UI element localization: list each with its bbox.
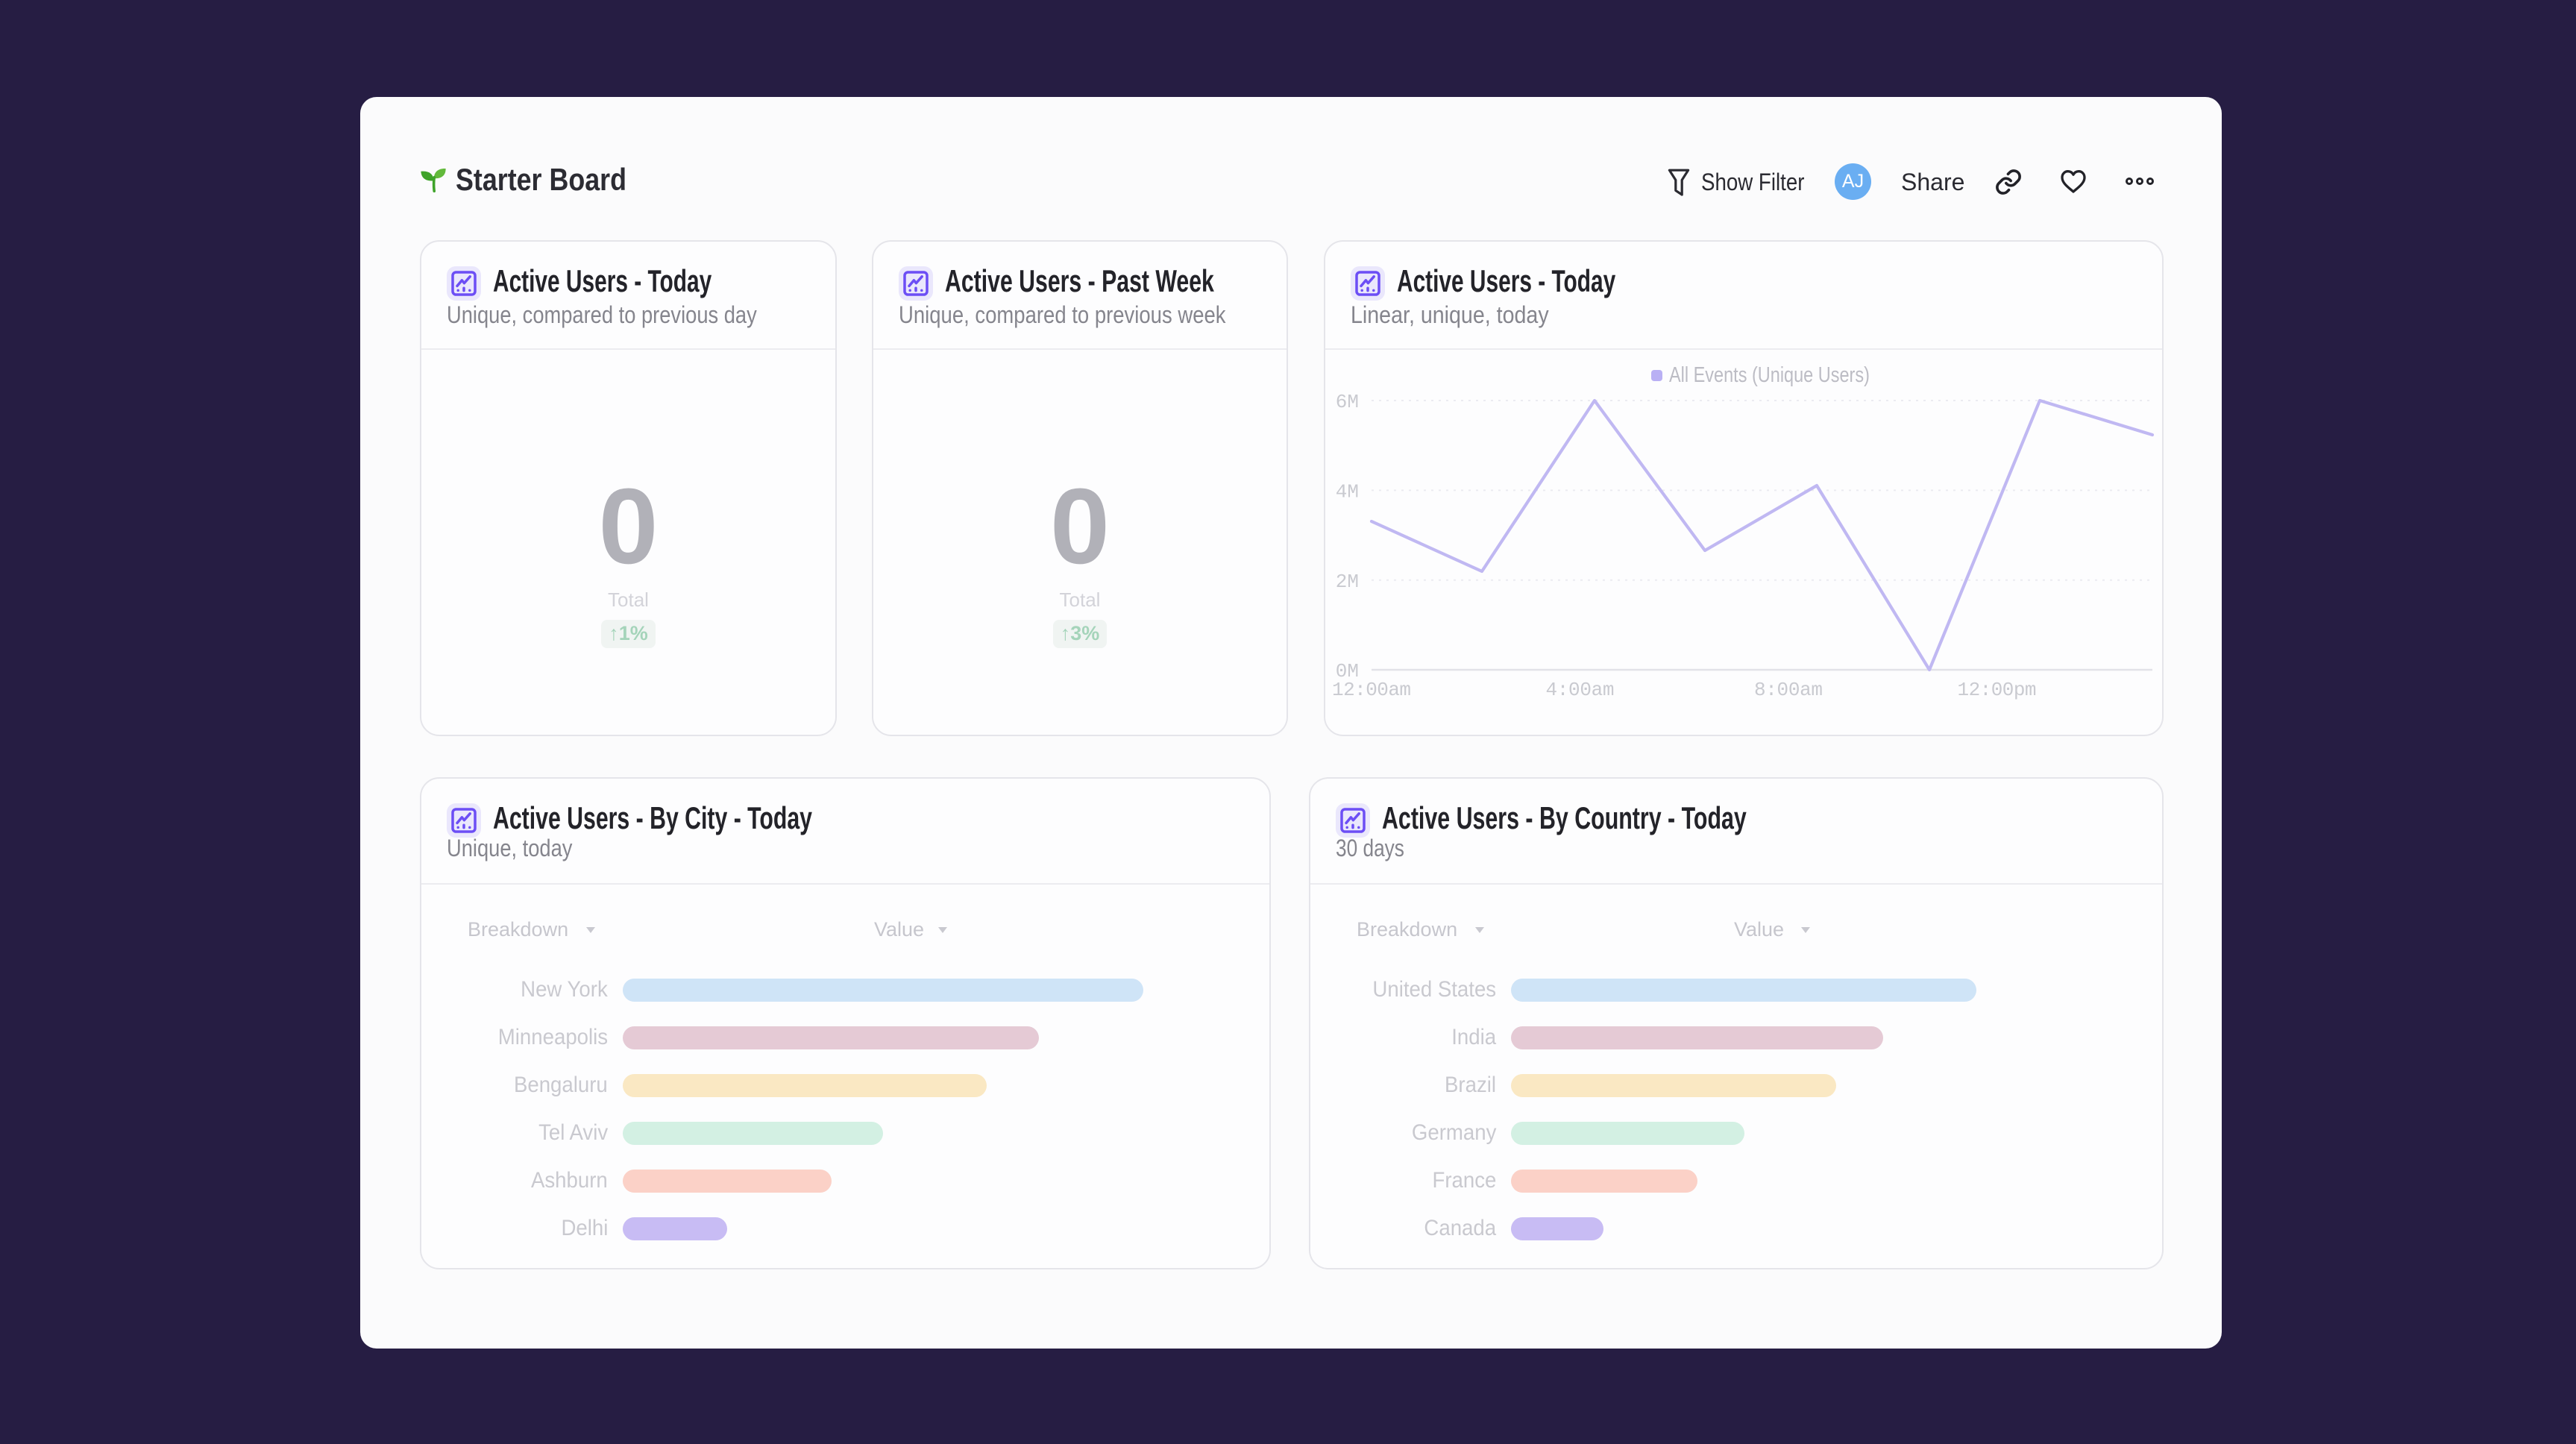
svg-text:2M: 2M [1336,571,1359,593]
svg-text:12:00pm: 12:00pm [1958,679,2037,701]
svg-text:4:00am: 4:00am [1546,679,1615,701]
svg-text:0M: 0M [1336,660,1359,682]
svg-text:4M: 4M [1336,480,1359,503]
svg-text:8:00am: 8:00am [1754,679,1823,701]
svg-text:6M: 6M [1336,391,1359,413]
svg-text:12:00am: 12:00am [1332,679,1411,701]
